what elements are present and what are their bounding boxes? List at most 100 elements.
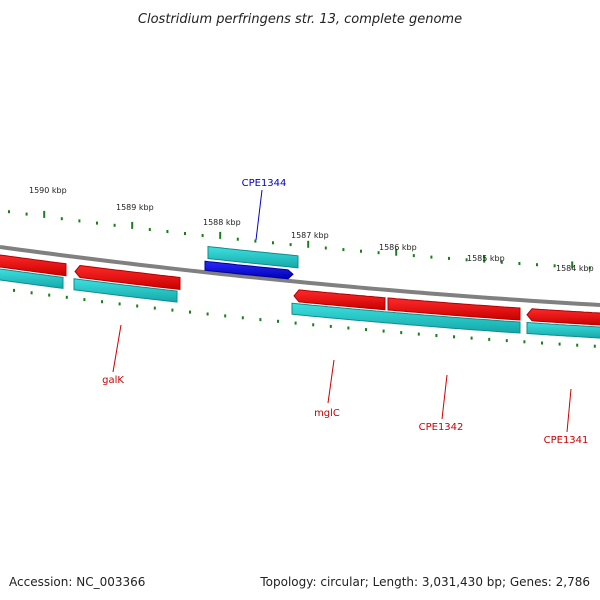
gene-arrow-red <box>387 297 521 321</box>
tick-label: 1588 kbp <box>203 218 241 227</box>
minor-tick <box>153 306 156 310</box>
minor-tick <box>541 341 543 345</box>
minor-tick <box>470 336 473 340</box>
cds-band-cyan <box>0 268 64 289</box>
minor-tick <box>435 334 438 337</box>
minor-tick <box>377 251 380 255</box>
minor-tick <box>189 310 191 314</box>
gene-leader-line <box>441 374 448 420</box>
minor-tick <box>184 232 186 235</box>
minor-tick <box>453 335 455 339</box>
minor-tick <box>136 304 139 308</box>
minor-tick <box>272 241 274 245</box>
minor-tick <box>171 308 174 312</box>
minor-tick <box>83 298 86 302</box>
minor-tick <box>48 293 51 297</box>
cds-band-cyan <box>291 302 521 334</box>
minor-tick <box>65 295 68 299</box>
inner-tick-track <box>13 288 596 348</box>
minor-tick <box>277 319 279 323</box>
tick-label: 1587 kbp <box>291 231 329 240</box>
major-tick <box>571 261 574 269</box>
minor-tick <box>25 212 28 216</box>
minor-tick <box>536 263 538 267</box>
minor-tick <box>96 221 98 225</box>
gene-arrow-red <box>293 289 386 311</box>
accession-label: Accession: NC_003366 <box>9 575 145 589</box>
gene-label-cpe1344: CPE1344 <box>242 178 287 189</box>
gene-arrow-red <box>74 264 181 290</box>
major-tick <box>219 231 222 239</box>
minor-tick <box>148 228 151 231</box>
cds-band-cyan <box>73 278 178 303</box>
minor-tick <box>593 344 596 348</box>
feature-track <box>0 245 600 339</box>
minor-tick <box>553 264 556 268</box>
tick-label: 1584 kbp <box>556 264 594 273</box>
minor-tick <box>488 337 491 341</box>
tick-label: 1585 kbp <box>467 254 505 263</box>
minor-tick <box>465 258 468 262</box>
minor-tick <box>360 249 362 253</box>
tick-labels: 1590 kbp 1589 kbp 1588 kbp 1587 kbp 1586 kbp… <box>29 186 594 273</box>
gene-arrow-red <box>526 308 600 326</box>
major-tick <box>131 221 134 229</box>
cds-band-cyan <box>526 321 600 339</box>
minor-tick <box>365 328 367 332</box>
minor-tick <box>518 262 521 265</box>
gene-label-cpe1342: CPE1342 <box>419 422 464 433</box>
minor-tick <box>448 256 450 260</box>
minor-tick <box>430 255 433 259</box>
minor-tick <box>588 266 591 270</box>
minor-tick <box>382 329 385 333</box>
minor-tick <box>259 318 262 322</box>
genome-summary: Topology: circular; Length: 3,031,430 bp… <box>259 575 590 589</box>
gene-label-galk: galK <box>102 375 124 386</box>
minor-tick <box>342 248 345 252</box>
minor-tick <box>289 243 292 247</box>
tick-label: 1589 kbp <box>116 203 154 212</box>
minor-tick <box>324 246 327 250</box>
minor-tick <box>329 324 332 328</box>
minor-tick <box>500 260 503 264</box>
gene-label-cpe1341: CPE1341 <box>544 435 589 446</box>
minor-tick <box>30 291 33 295</box>
minor-tick <box>312 323 315 327</box>
gene-arrow-red <box>0 254 67 277</box>
minor-tick <box>8 210 10 214</box>
minor-tick <box>113 223 116 227</box>
map-title: Clostridium perfringens str. 13, complet… <box>138 12 462 27</box>
minor-tick <box>101 300 103 304</box>
minor-tick <box>558 342 561 346</box>
minor-tick <box>347 326 350 330</box>
outer-tick-track <box>8 210 591 270</box>
major-tick <box>483 255 486 263</box>
minor-tick <box>505 339 508 343</box>
minor-tick <box>241 316 244 320</box>
minor-tick <box>224 314 227 318</box>
tick-label: 1590 kbp <box>29 186 67 195</box>
minor-tick <box>576 343 579 347</box>
tick-label: 1586 kbp <box>379 243 417 252</box>
cds-band-cyan <box>207 245 299 269</box>
major-tick <box>307 240 310 248</box>
gene-leader-line <box>566 388 572 433</box>
minor-tick <box>13 288 15 292</box>
gene-labels: galK CPE1344 mglC CPE1342 CPE1341 <box>102 178 588 446</box>
gene-leader-line <box>327 359 335 404</box>
minor-tick <box>166 230 169 233</box>
minor-tick <box>206 312 209 316</box>
minor-tick <box>236 237 239 241</box>
minor-tick <box>417 332 420 336</box>
gene-leader-line <box>112 324 122 373</box>
gene-leader-line <box>255 189 263 241</box>
minor-tick <box>523 340 526 344</box>
gene-label-mglc: mglC <box>314 408 340 419</box>
minor-tick <box>60 217 63 221</box>
gene-arrow-blue <box>204 260 294 280</box>
minor-tick <box>201 234 204 237</box>
minor-tick <box>254 239 257 243</box>
minor-tick <box>294 321 297 325</box>
major-tick <box>43 210 46 218</box>
